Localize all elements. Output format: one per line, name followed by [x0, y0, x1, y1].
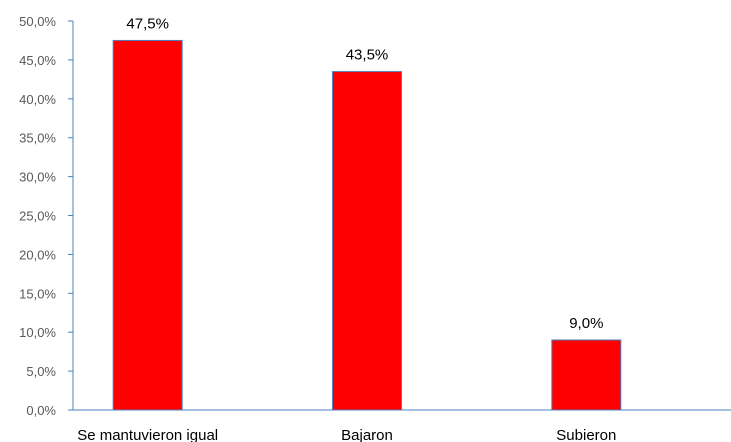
x-category-label: Se mantuvieron igual [77, 427, 218, 442]
bar-value-label: 43,5% [346, 47, 389, 64]
bar [551, 339, 622, 411]
y-tick-label: 5,0% [26, 364, 56, 379]
x-category-label: Subieron [556, 427, 616, 442]
bar [112, 39, 183, 411]
bar-value-label: 9,0% [569, 315, 603, 332]
y-tick-label: 45,0% [19, 53, 56, 68]
y-tick-label: 25,0% [19, 209, 56, 224]
y-tick-label: 35,0% [19, 131, 56, 146]
y-tick-label: 30,0% [19, 170, 56, 185]
y-tick-label: 50,0% [19, 14, 56, 29]
y-axis: 0,0% 5,0% 10,0% 15,0% 20,0% 25,0% 30,0% 35,0% 40… [19, 14, 74, 418]
x-axis: Se mantuvieron igual Bajaron Subieron [73, 409, 731, 442]
y-tick-label: 40,0% [19, 92, 56, 107]
x-category-label: Bajaron [341, 427, 393, 442]
bar [332, 71, 402, 411]
y-tick-label: 15,0% [19, 286, 56, 301]
y-tick-label: 0,0% [26, 403, 56, 418]
y-tick-label: 20,0% [19, 247, 56, 262]
y-tick-label: 10,0% [19, 325, 56, 340]
bar-series: 47,5% 43,5% 9,0% [112, 15, 622, 411]
bar-value-label: 47,5% [126, 15, 169, 32]
